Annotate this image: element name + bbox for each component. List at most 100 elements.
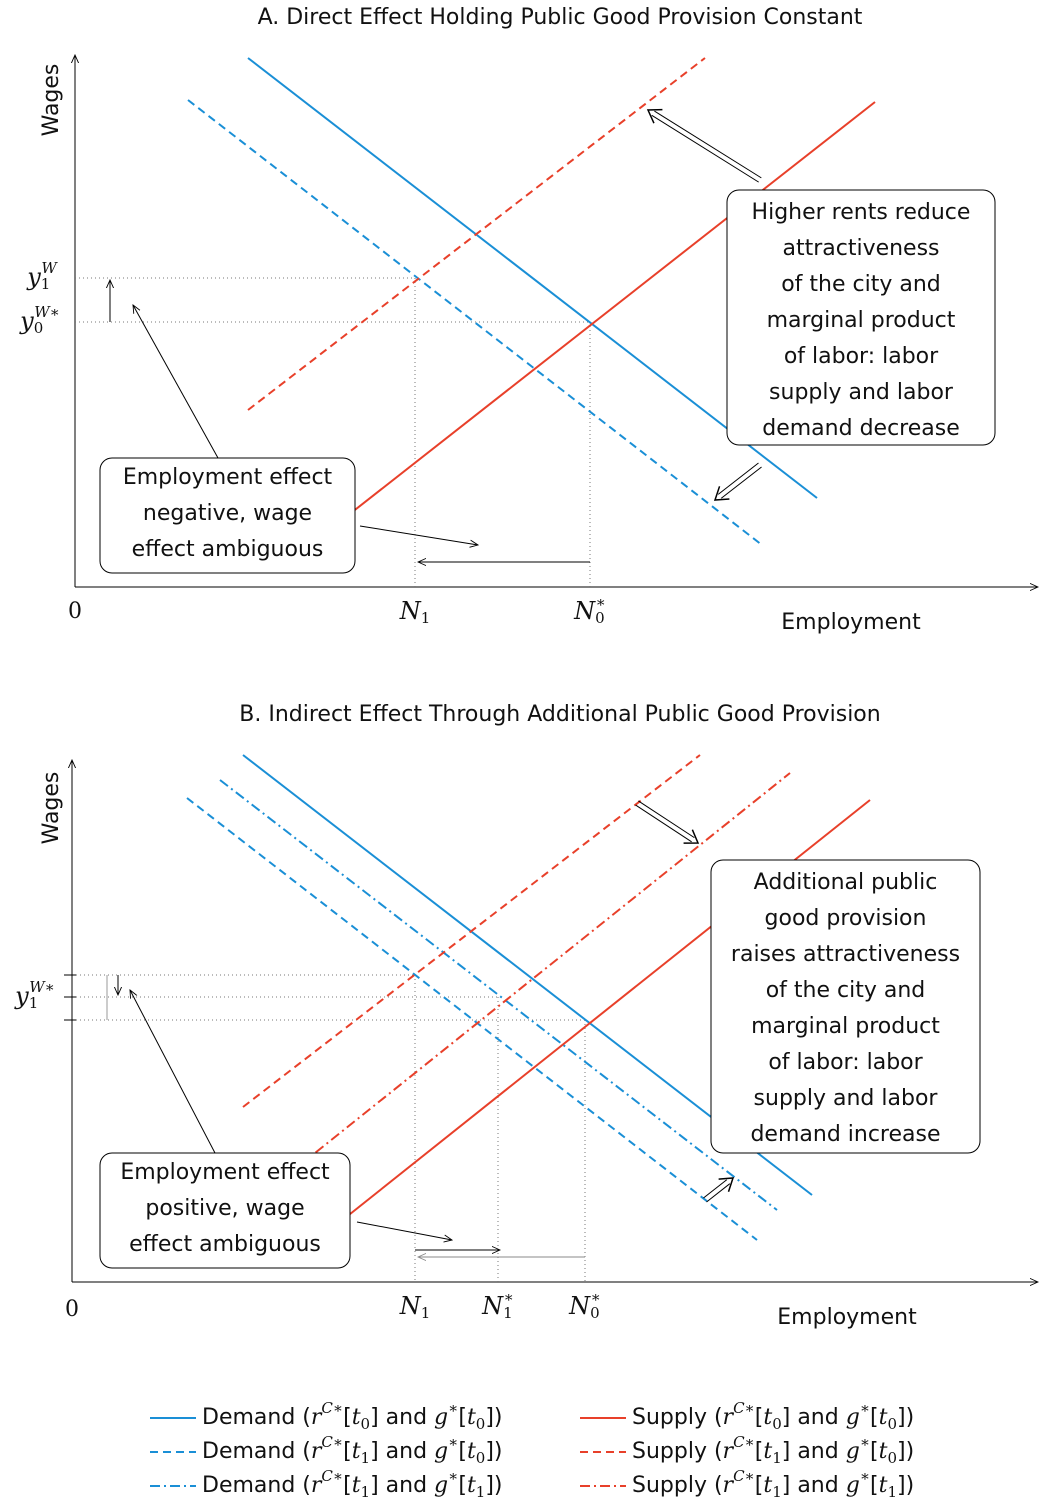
origin-label: 0 [65,1297,79,1322]
label-part: N [399,597,422,625]
annotation-line: negative, wage [143,501,312,526]
math-label: N1 [399,597,431,628]
label-part: W∗ [29,978,55,996]
label-part: [ [755,1405,764,1430]
label-part: 0 [361,1415,371,1433]
math-label: N0∗ [573,593,606,627]
annotation-line: of labor: labor [784,344,939,369]
demand-t1-g1 [219,779,778,1211]
double-arrow-head [718,1177,735,1192]
label-part: 1 [772,1449,782,1467]
annotation-line: raises attractiveness [731,942,960,967]
double-arrow [654,110,762,179]
supply-t0 [299,101,876,554]
label-part: N [399,1292,422,1320]
label-part: g [434,1473,448,1498]
math-label: y0W∗ [19,303,60,337]
annotation-line: demand increase [750,1122,940,1147]
label-part: [ [458,1439,467,1464]
annotation-line: supply and labor [754,1086,939,1111]
annotation-line: good provision [765,906,927,931]
pointer [359,525,478,545]
label-part: C∗ [321,1433,343,1451]
annotation-line: marginal product [767,308,956,333]
origin-label: 0 [68,599,82,624]
label-part: N [573,597,596,625]
label-part: ∗ [591,1288,601,1306]
annotation-line: demand decrease [762,416,959,441]
label-part: 1 [772,1483,782,1501]
label-part: t [352,1405,361,1430]
label-part: g [846,1439,860,1464]
annotation-line: marginal product [751,1014,940,1039]
panel-title: A. Direct Effect Holding Public Good Pro… [258,5,863,30]
label-part: ] and [782,1473,846,1498]
label-part: C∗ [733,1467,755,1485]
label-part: 1 [361,1483,371,1501]
label-part: Supply ( [632,1473,723,1498]
label-part: [ [870,1473,879,1498]
label-part: r [723,1473,735,1498]
math-label: N1∗ [481,1288,514,1322]
label-part: W∗ [34,303,60,321]
label-part: ]) [485,1473,502,1498]
label-part: [ [343,1439,352,1464]
double-arrow [635,804,692,843]
annotation-line: effect ambiguous [129,1232,321,1257]
label-part: 1 [503,1304,513,1322]
pointer [356,1221,452,1240]
double-arrow [703,1179,728,1199]
label-part: 1 [361,1449,371,1467]
label-part: g [846,1473,860,1498]
math-label: Demand (rC∗[t1] and g∗[t0]) [202,1433,503,1467]
label-part: Supply ( [632,1405,723,1430]
annotation-line: of labor: labor [768,1050,923,1075]
double-arrow-head [713,486,730,501]
annotation-line: of the city and [781,272,941,297]
supply-t1 [247,57,706,411]
label-part: [ [755,1439,764,1464]
math-label: N1 [399,1292,431,1323]
label-part: r [311,1405,323,1430]
label-part: y [14,982,29,1010]
math-label: y1W [26,259,58,293]
label-part: y [19,307,34,335]
label-part: t [763,1473,772,1498]
label-part: C∗ [321,1399,343,1417]
label-part: 0 [887,1449,897,1467]
panel-b: B. Indirect Effect Through Additional Pu… [39,702,1038,1330]
label-part: 0 [772,1415,782,1433]
annotation-line: Employment effect [120,1160,330,1185]
label-part: C∗ [321,1467,343,1485]
label-part: 0 [590,1304,600,1322]
label-part: r [311,1473,323,1498]
double-arrow-head [683,829,700,844]
label-part: ]) [485,1405,502,1430]
demand-t1 [186,797,758,1241]
label-part: y [26,263,41,291]
label-part: C∗ [733,1433,755,1451]
label-part: [ [458,1405,467,1430]
annotation-box [726,189,996,446]
double-arrow [720,466,762,499]
label-part: ] and [370,1473,434,1498]
label-part: g [846,1405,860,1430]
label-part: Demand ( [202,1439,311,1464]
label-part: ] and [370,1439,434,1464]
math-label: y1W∗ [14,978,55,1012]
pointer [130,990,216,1154]
label-part: Demand ( [202,1405,311,1430]
label-part: ∗ [448,1467,458,1485]
annotation-line: Employment effect [123,465,333,490]
label-part: ∗ [860,1399,870,1417]
annotation-box [99,1152,351,1269]
label-part: r [311,1439,323,1464]
demand-t0 [247,57,818,499]
label-part: [ [870,1405,879,1430]
annotation-line: attractiveness [782,236,939,261]
label-part: 1 [887,1483,897,1501]
label-part: ] and [782,1439,846,1464]
label-part: 0 [887,1415,897,1433]
math-label: Supply (rC∗[t0] and g∗[t0]) [632,1399,914,1433]
